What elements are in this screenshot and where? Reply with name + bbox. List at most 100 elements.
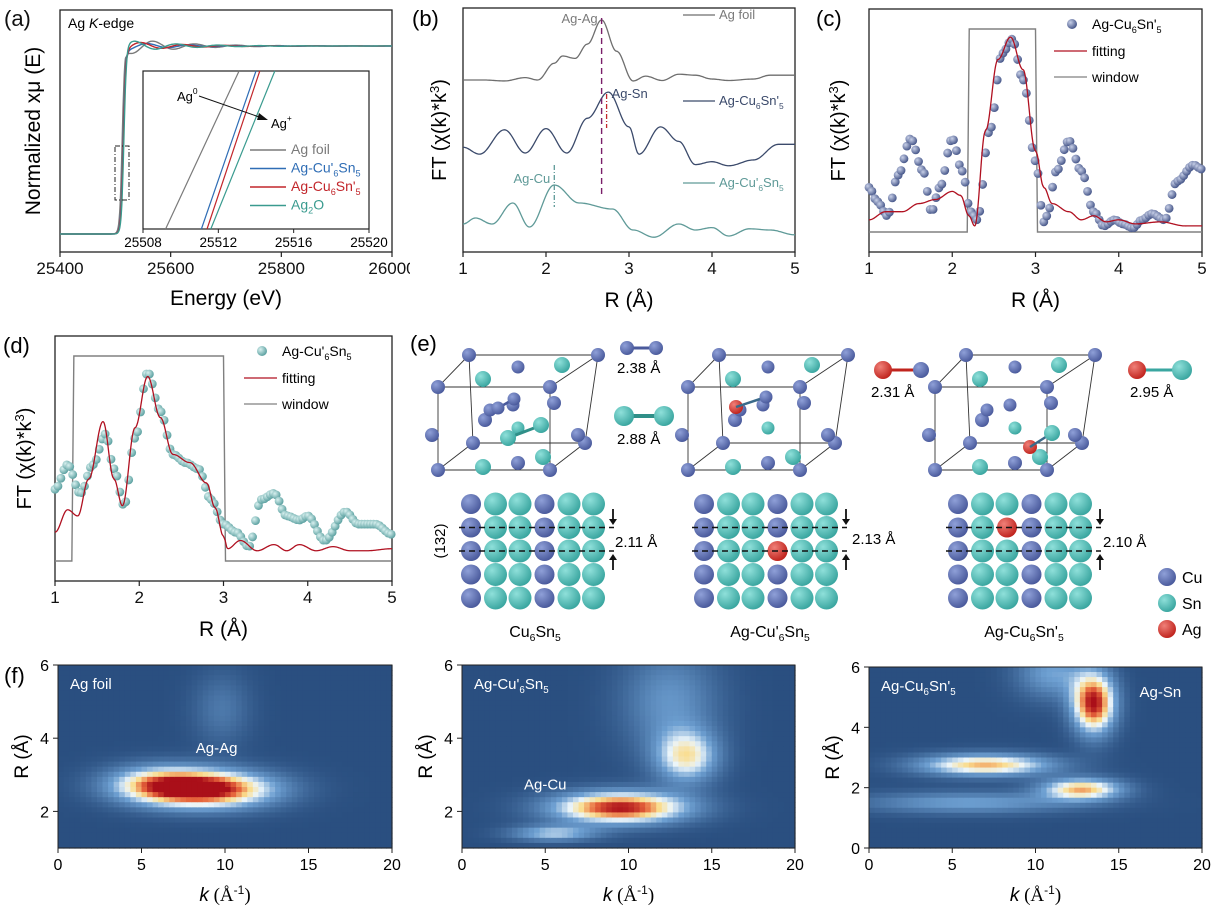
heatmap-cell [208, 833, 214, 839]
heatmap-cell [69, 757, 75, 763]
heatmap-cell [286, 696, 292, 702]
heatmap-cell [247, 802, 253, 808]
heatmap-cell [662, 711, 668, 717]
heatmap-cell [745, 696, 751, 702]
heatmap-cell [573, 762, 579, 768]
heatmap-cell [309, 812, 315, 818]
heatmap-cell [75, 670, 81, 676]
heatmap-cell [119, 812, 125, 818]
heatmap-cell [567, 828, 573, 834]
heatmap-cell [545, 828, 551, 834]
heatmap-cell [762, 746, 768, 752]
heatmap-cell [75, 823, 81, 829]
heatmap-cell [158, 690, 164, 696]
heatmap-cell [114, 772, 120, 778]
heatmap-cell [175, 757, 181, 763]
heatmap-cell [342, 726, 348, 732]
heatmap-cell [242, 757, 248, 763]
heatmap-cell [103, 757, 109, 763]
heatmap-cell [740, 721, 746, 727]
heatmap-cell [734, 736, 740, 742]
heatmap-cell [762, 726, 768, 732]
heatmap-cell [258, 792, 264, 798]
heatmap-cell [281, 690, 287, 696]
heatmap-cell [275, 787, 281, 793]
heatmap-cell [501, 762, 507, 768]
heatmap-cell [336, 833, 342, 839]
heatmap-cell [473, 736, 479, 742]
heatmap-cell [773, 726, 779, 732]
heatmap-cell [186, 767, 192, 773]
heatmap-cell [147, 823, 153, 829]
heatmap-cell [706, 782, 712, 788]
heatmap-cell [231, 665, 237, 671]
heatmap-cell [147, 721, 153, 727]
heatmap-cell [756, 833, 762, 839]
heatmap-cell [678, 701, 684, 707]
heatmap-cell [534, 757, 540, 763]
heatmap-cell [270, 767, 276, 773]
heatmap-cell [728, 787, 734, 793]
heatmap-cell [331, 782, 337, 788]
heatmap-cell [353, 838, 359, 844]
d-data-point [107, 455, 116, 464]
heatmap-cell [192, 802, 198, 808]
heatmap-cell [740, 731, 746, 737]
heatmap-cell [80, 818, 86, 824]
heatmap-cell [275, 751, 281, 757]
heatmap-cell [562, 701, 568, 707]
heatmap-cell [331, 670, 337, 676]
heatmap-cell [247, 838, 253, 844]
heatmap-cell [595, 751, 601, 757]
heatmap-cell [164, 726, 170, 732]
heatmap-cell [247, 701, 253, 707]
heatmap-cell [518, 792, 524, 798]
heatmap-cell [186, 731, 192, 737]
heatmap-cell [86, 726, 92, 732]
heatmap-cell [484, 797, 490, 803]
heatmap-cell [309, 721, 315, 727]
heatmap-cell [180, 670, 186, 676]
heatmap-cell [353, 746, 359, 752]
heatmap-cell [473, 802, 479, 808]
spacing-arrow-up-head [609, 554, 617, 560]
heatmap-cell [142, 762, 148, 768]
heatmap-cell [651, 792, 657, 798]
heatmap-cell [225, 680, 231, 686]
heatmap-cell [225, 696, 231, 702]
heatmap-cell [629, 696, 635, 702]
heatmap-cell [540, 757, 546, 763]
heatmap-cell [64, 782, 70, 788]
heatmap-cell [303, 670, 309, 676]
heatmap-cell [645, 818, 651, 824]
d-data-point [68, 470, 77, 479]
heatmap-cell [701, 823, 707, 829]
heatmap-cell [208, 807, 214, 813]
cu-atom [675, 428, 689, 442]
heatmap-cell [347, 731, 353, 737]
heatmap-cell [314, 787, 320, 793]
heatmap-cell [130, 751, 136, 757]
heatmap-cell [130, 772, 136, 778]
heatmap-cell [180, 751, 186, 757]
heatmap-cell [136, 792, 142, 798]
heatmap-cell [219, 690, 225, 696]
heatmap-cell [667, 741, 673, 747]
heatmap-cell [130, 680, 136, 686]
heatmap-cell [490, 670, 496, 676]
heatmap-cell [264, 711, 270, 717]
heatmap-cell [634, 716, 640, 722]
heatmap-cell [645, 675, 651, 681]
heatmap-cell [740, 701, 746, 707]
heatmap-cell [617, 741, 623, 747]
bond-length-label: 2.95 Å [1130, 384, 1173, 401]
heatmap-cell [501, 777, 507, 783]
heatmap-cell [495, 802, 501, 808]
panel-label-b: (b) [412, 6, 439, 31]
heatmap-cell [231, 838, 237, 844]
heatmap-cell [518, 736, 524, 742]
heatmap-cell [231, 670, 237, 676]
heatmap-cell [601, 833, 607, 839]
heatmap-cell [336, 787, 342, 793]
heatmap-cell [656, 680, 662, 686]
